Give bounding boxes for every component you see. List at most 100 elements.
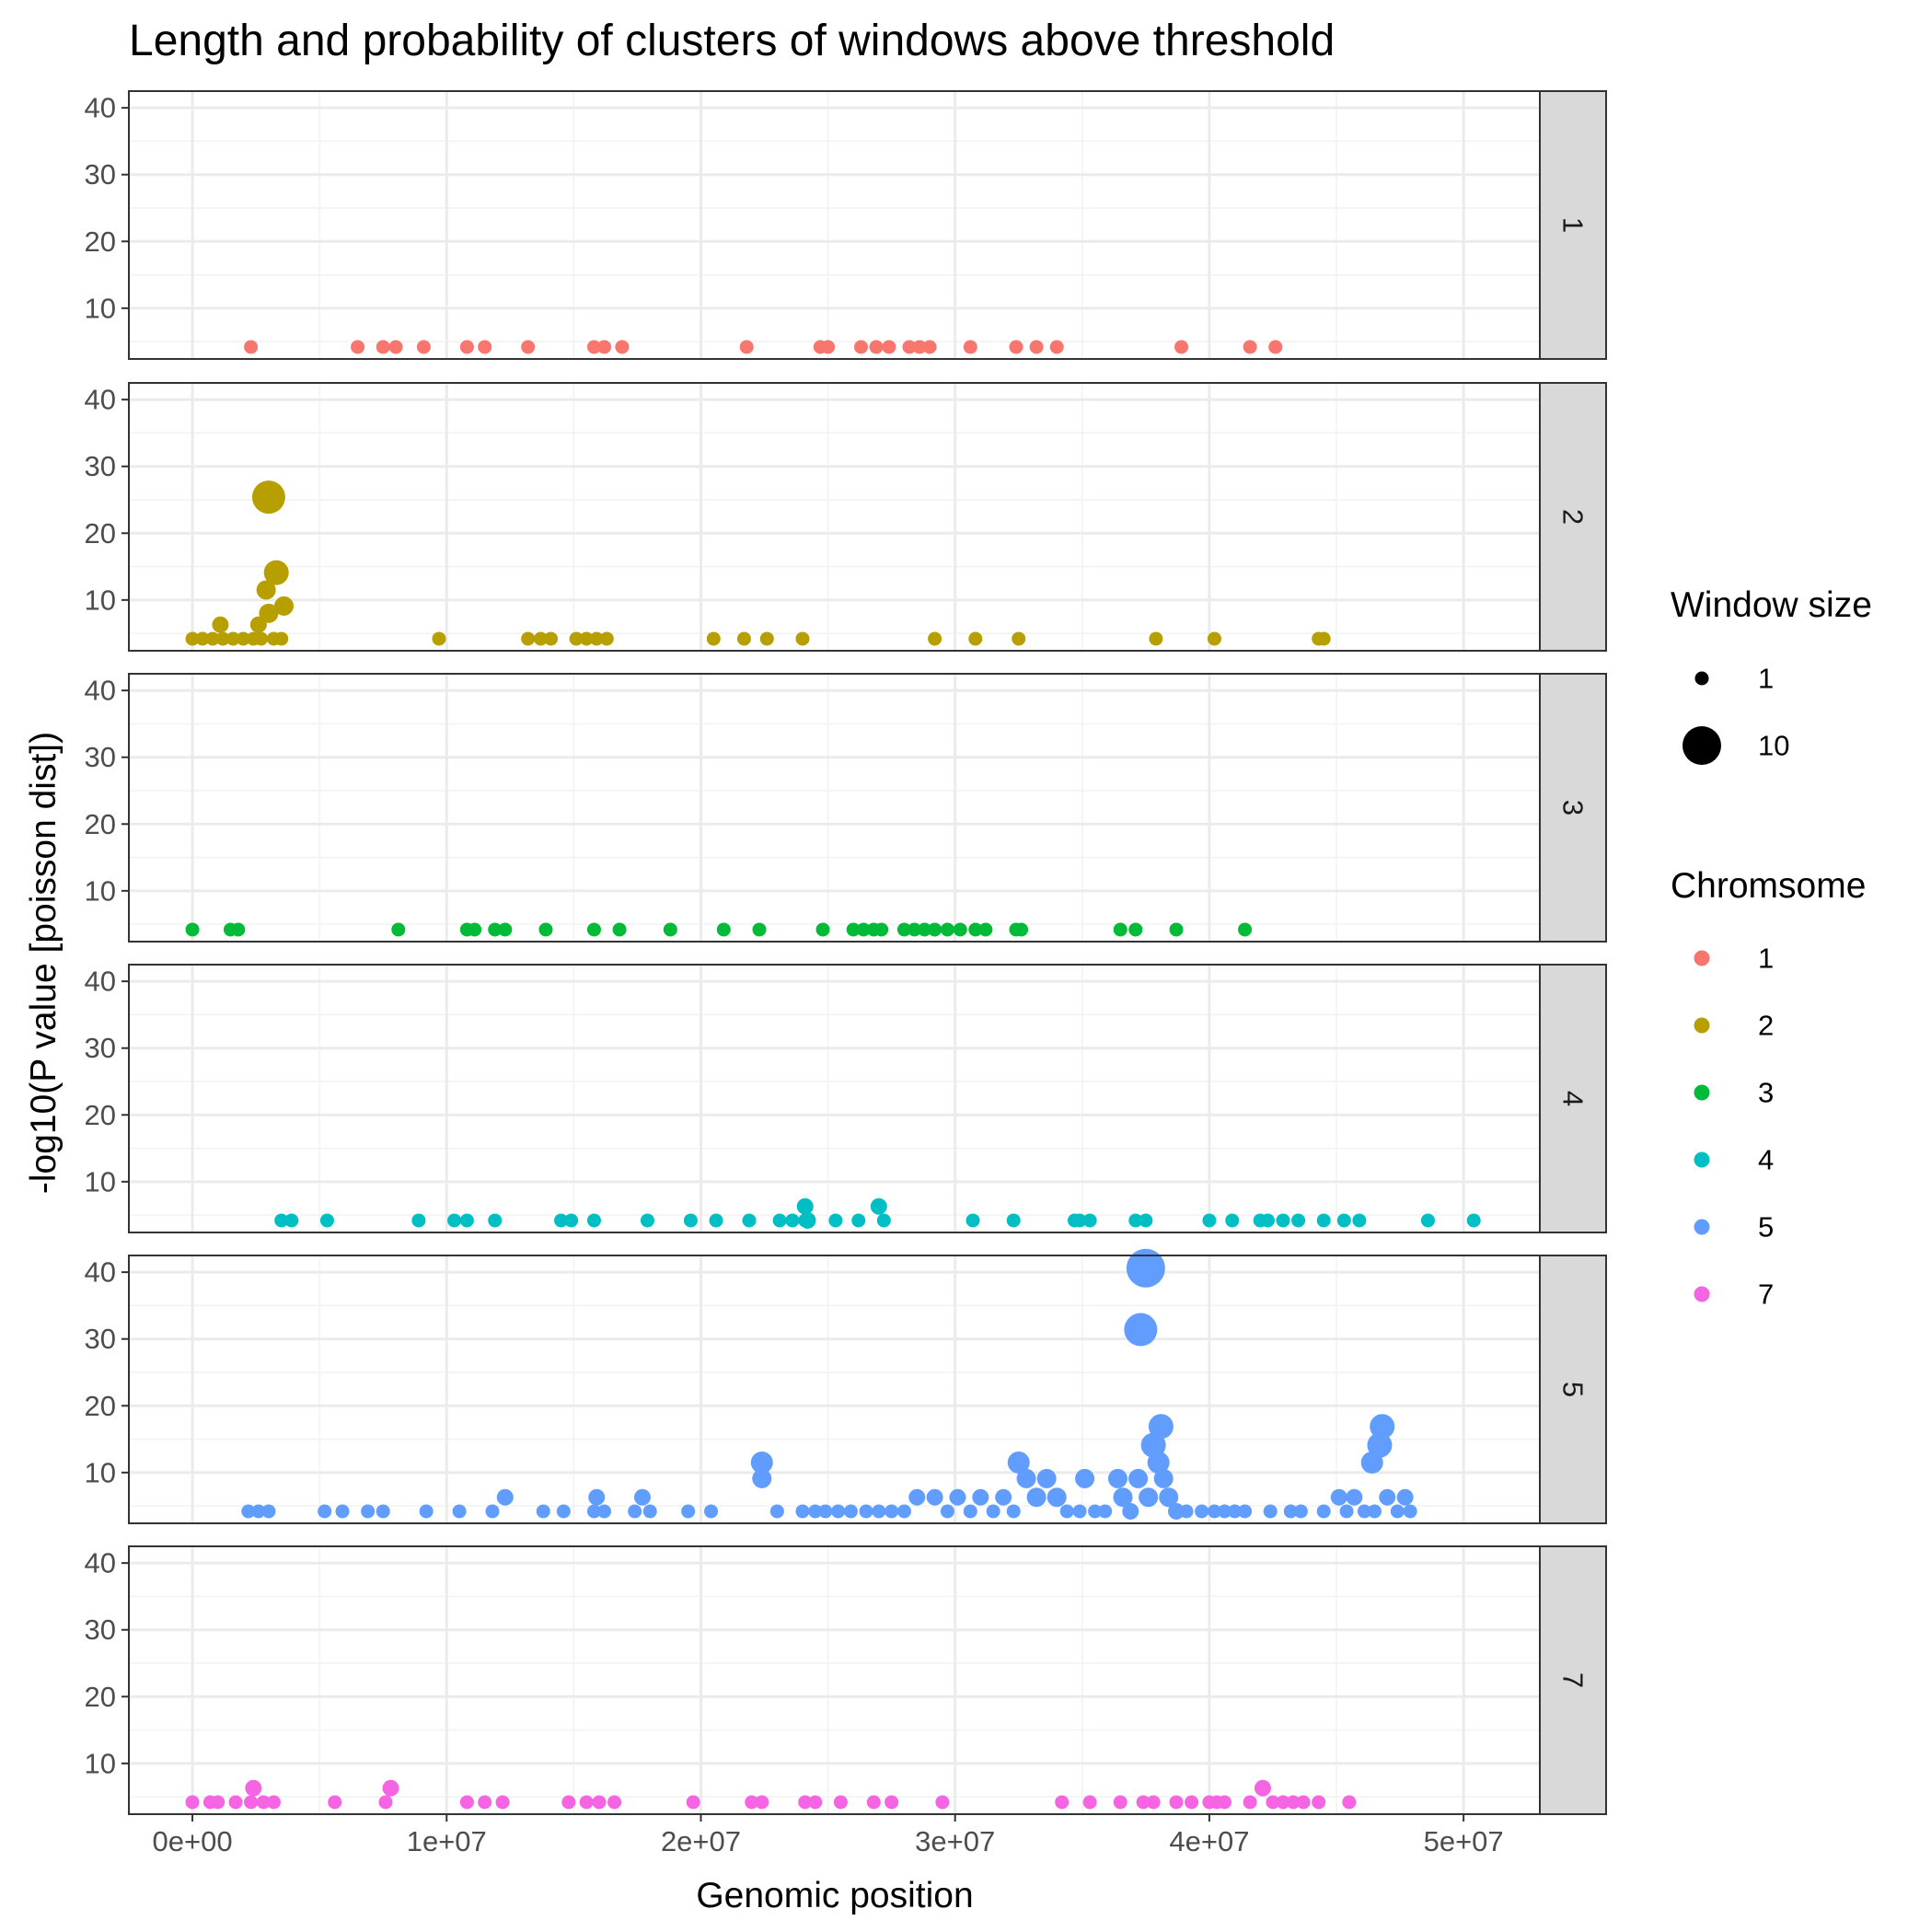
data-point — [1312, 1795, 1326, 1810]
data-point — [742, 1213, 757, 1228]
data-point — [256, 580, 276, 600]
data-point — [432, 631, 446, 646]
data-point — [488, 922, 503, 937]
legend-color-key — [1694, 1286, 1710, 1302]
data-point — [1098, 1504, 1113, 1519]
data-point — [416, 340, 431, 354]
data-point — [874, 922, 889, 937]
data-point — [940, 1504, 954, 1519]
data-point — [259, 603, 279, 623]
data-point — [244, 340, 259, 354]
data-point — [284, 1213, 299, 1228]
data-point — [1055, 1795, 1070, 1810]
data-point — [1046, 1487, 1067, 1508]
data-point — [759, 631, 774, 646]
data-point — [1316, 1213, 1331, 1228]
data-point — [706, 631, 721, 646]
data-point — [1339, 1504, 1354, 1519]
facet-strip — [1539, 1545, 1607, 1815]
data-point — [586, 1213, 601, 1228]
facet-strip — [1539, 1255, 1607, 1524]
data-point — [1357, 1504, 1371, 1519]
data-point — [586, 922, 601, 937]
data-point — [1088, 1504, 1103, 1519]
data-point — [628, 1504, 642, 1519]
data-point — [750, 1451, 773, 1474]
data-point — [1126, 1248, 1165, 1288]
data-point — [885, 1504, 899, 1519]
data-point — [986, 1504, 1000, 1519]
data-point — [1174, 340, 1189, 354]
data-point — [1283, 1504, 1298, 1519]
data-point — [599, 631, 614, 646]
data-point — [195, 631, 210, 646]
data-point — [808, 1504, 823, 1519]
legend-color-key — [1694, 1151, 1710, 1168]
y-tick-label: 30 — [85, 1614, 116, 1646]
y-tick-label: 10 — [85, 1747, 116, 1779]
x-tick-label: 0e+00 — [153, 1825, 233, 1857]
data-point — [538, 922, 553, 937]
y-tick-label: 30 — [85, 1032, 116, 1064]
data-point — [1148, 1414, 1174, 1440]
data-point — [755, 1795, 769, 1810]
facet-panel-4: 4 10 20 30 40 — [85, 964, 1607, 1233]
data-point — [212, 616, 229, 633]
facet-strip-label: 7 — [1557, 1672, 1590, 1688]
data-point — [745, 1795, 759, 1810]
chart-title: Length and probability of clusters of wi… — [129, 17, 1335, 65]
data-point — [211, 1795, 225, 1810]
data-point — [1379, 1488, 1396, 1506]
data-point — [185, 922, 200, 937]
data-point — [521, 631, 536, 646]
data-point — [1006, 1213, 1021, 1228]
data-point — [1075, 1468, 1095, 1488]
y-tick-label: 10 — [85, 1456, 116, 1488]
legend-color-key — [1694, 1084, 1710, 1101]
data-point — [935, 1795, 950, 1810]
legend-size-title: Window size — [1671, 585, 1872, 625]
data-point — [1139, 1487, 1159, 1508]
data-point — [872, 1504, 886, 1519]
legend-color-key — [1694, 1017, 1710, 1034]
data-point — [411, 1213, 426, 1228]
data-point — [1243, 1795, 1257, 1810]
panel-background — [129, 91, 1540, 359]
data-point — [833, 1795, 848, 1810]
data-point — [1260, 1213, 1275, 1228]
data-point — [1367, 1432, 1393, 1458]
data-point — [963, 340, 977, 354]
data-point — [1238, 1504, 1253, 1519]
data-point — [251, 1504, 266, 1519]
data-point — [808, 1795, 823, 1810]
legend-color-label: 3 — [1758, 1077, 1774, 1109]
data-point — [1049, 340, 1064, 354]
data-point — [245, 1779, 262, 1797]
facet-strip-label: 5 — [1557, 1382, 1590, 1397]
panel-background — [129, 1546, 1540, 1814]
data-point — [569, 631, 584, 646]
y-tick-label: 40 — [85, 1256, 116, 1289]
data-point — [922, 340, 937, 354]
x-axis-title: Genomic position — [696, 1876, 973, 1915]
facet-panel-7: 7 10 20 30 40 0e+00 1e+07 2e+07 3e+07 4e+07 5e+07 — [85, 1545, 1607, 1857]
data-point — [1072, 1504, 1087, 1519]
data-point — [843, 1504, 858, 1519]
data-point — [1124, 1313, 1158, 1347]
y-tick-label: 40 — [85, 675, 116, 707]
data-point — [818, 1504, 833, 1519]
data-point — [274, 631, 289, 646]
data-point — [1159, 1487, 1179, 1508]
data-point — [1346, 1488, 1363, 1506]
data-point — [452, 1504, 467, 1519]
y-tick-label: 10 — [85, 292, 116, 324]
facet-panel-5: 5 10 20 30 40 — [85, 1248, 1607, 1524]
data-point — [361, 1504, 376, 1519]
data-point — [1207, 1504, 1221, 1519]
y-tick-label: 30 — [85, 741, 116, 773]
y-tick-label: 40 — [85, 1547, 116, 1579]
data-point — [926, 1488, 943, 1506]
data-point — [579, 631, 594, 646]
data-point — [1296, 1795, 1311, 1810]
